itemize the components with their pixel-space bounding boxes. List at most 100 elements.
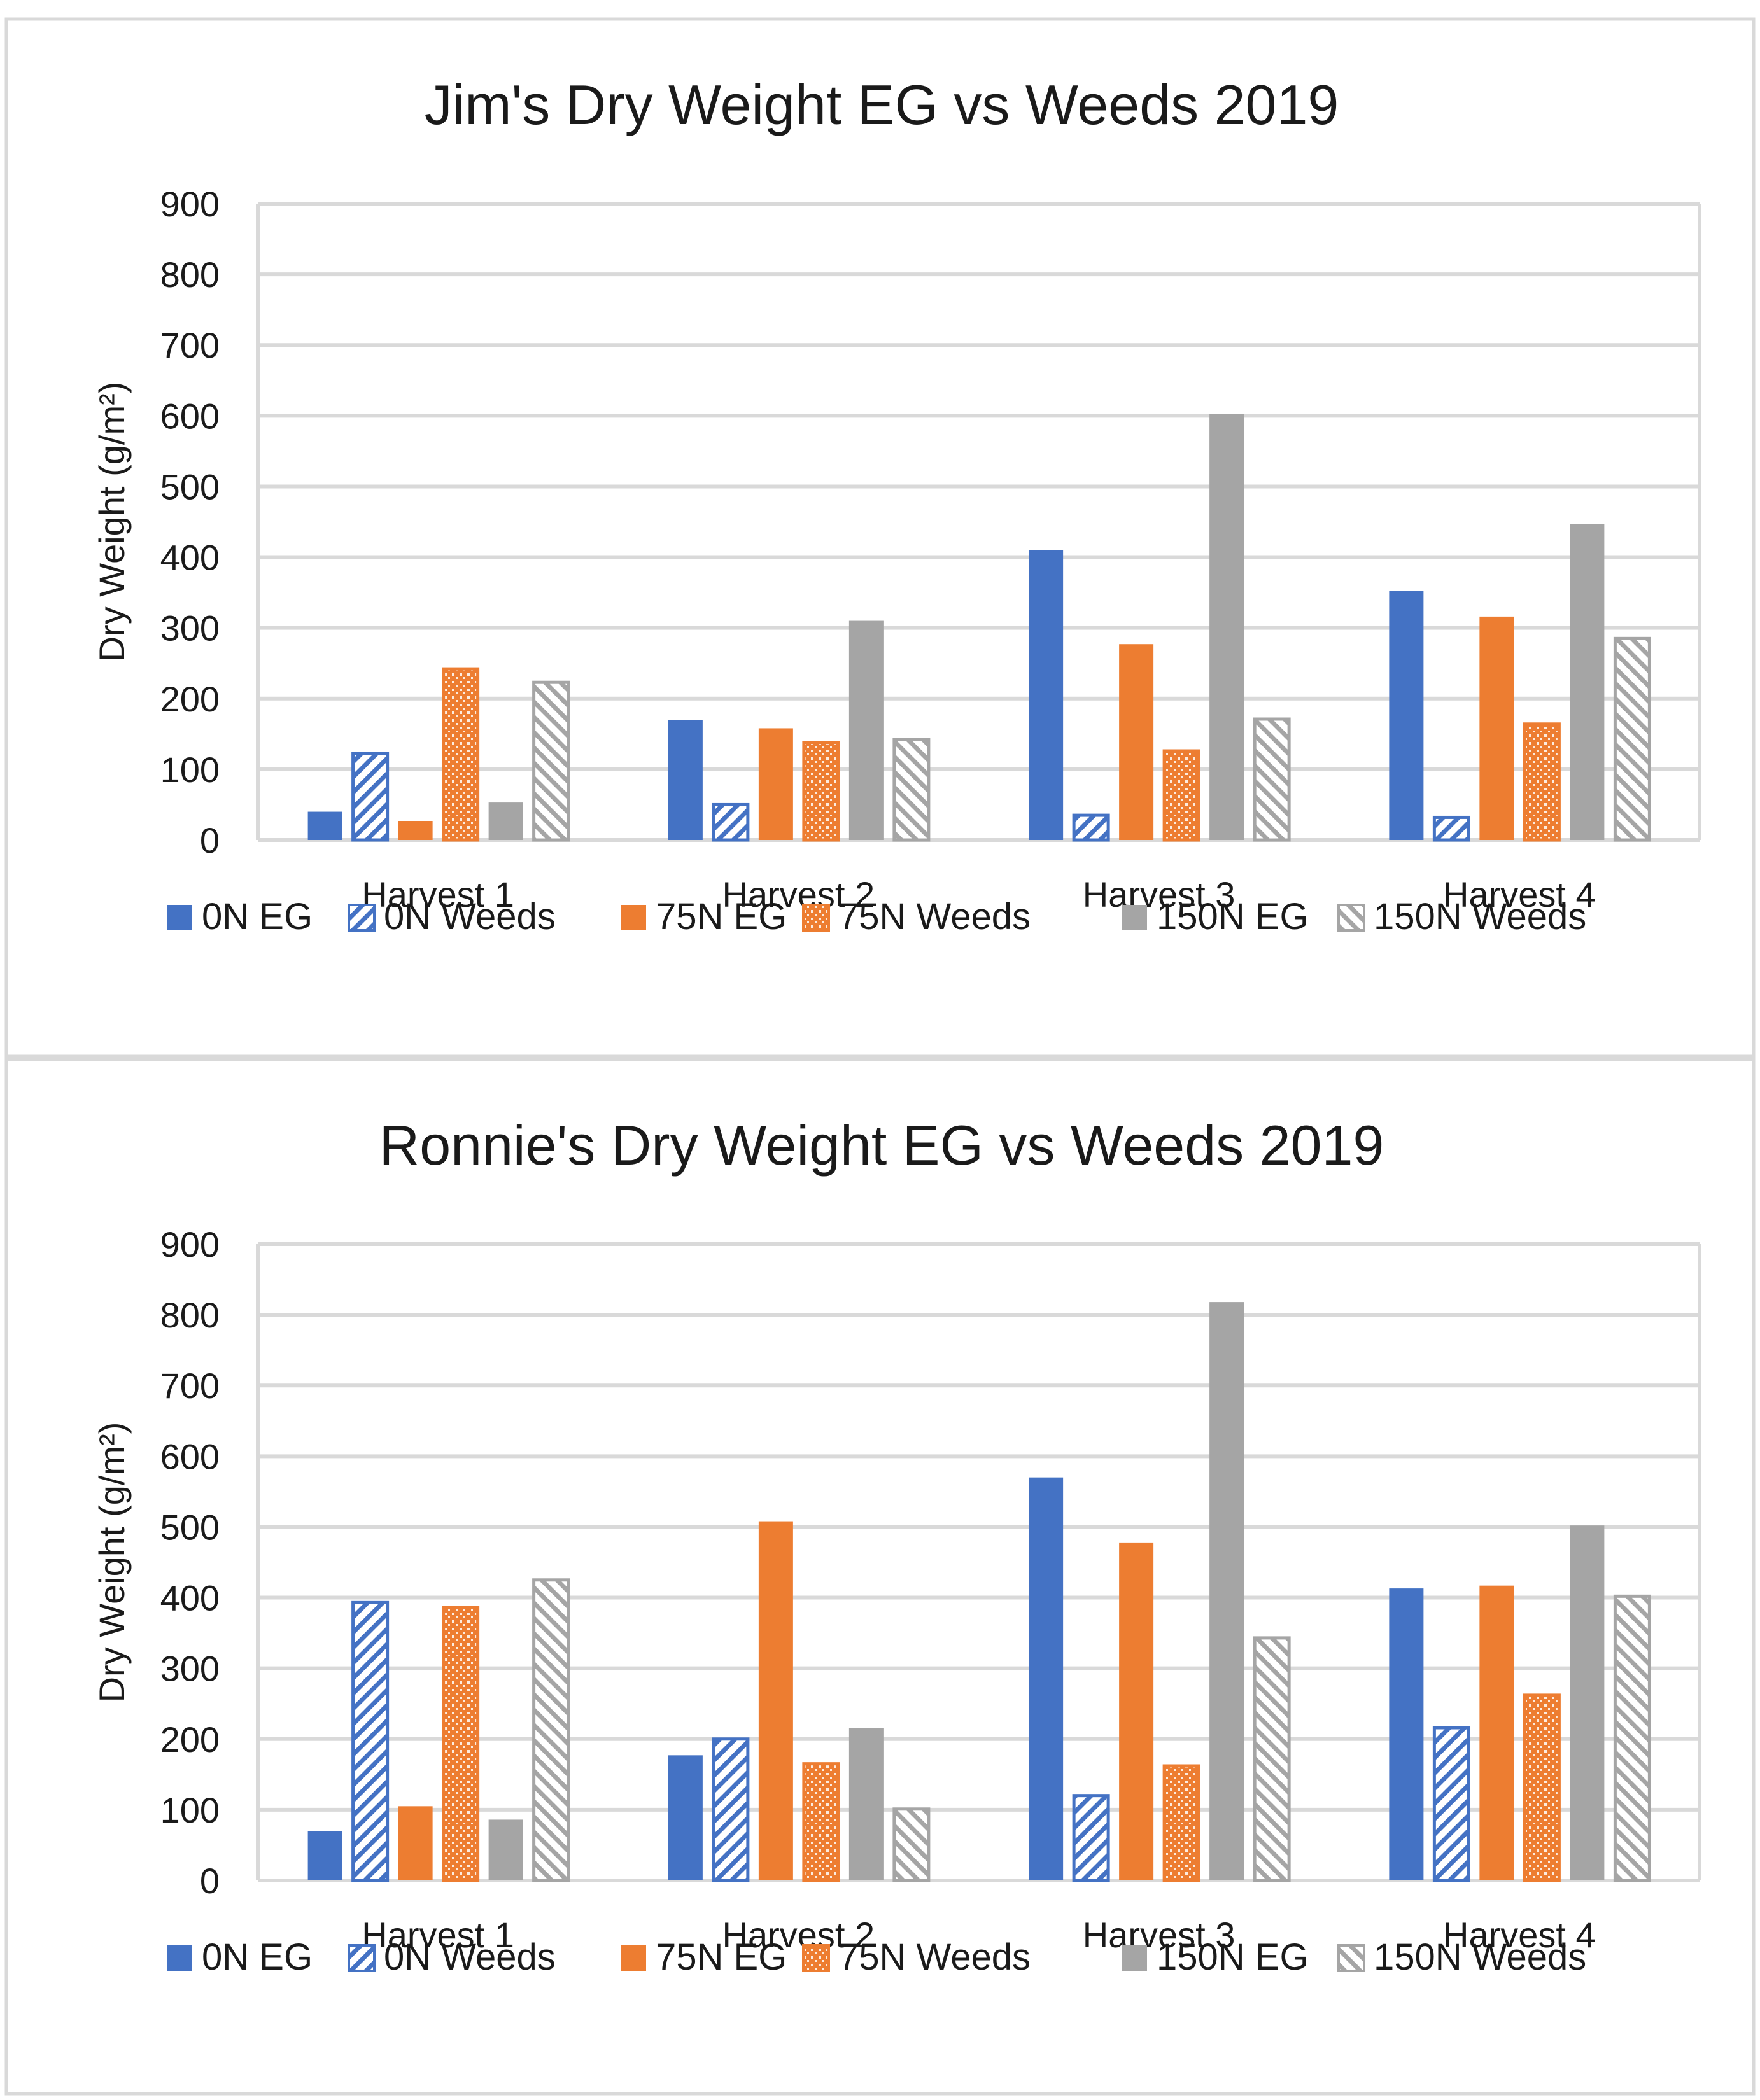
chart-frame bbox=[4, 17, 1756, 1058]
bar-75n-eg-harvest-1 bbox=[398, 821, 433, 840]
y-tick-label: 400 bbox=[160, 538, 220, 578]
x-tick-label: Harvest 3 bbox=[1083, 874, 1236, 914]
bar-75n-weeds-harvest-3 bbox=[1162, 1764, 1200, 1882]
legend-swatch bbox=[621, 905, 646, 930]
bar-150n-weeds-harvest-2 bbox=[892, 1807, 931, 1882]
bar-0n-eg-harvest-1 bbox=[307, 811, 342, 840]
bar-150n-eg-harvest-2 bbox=[848, 1728, 884, 1880]
legend-swatch bbox=[802, 904, 830, 932]
legend-label: 0N Weeds bbox=[384, 896, 556, 937]
bar-75n-eg-harvest-2 bbox=[758, 728, 793, 840]
y-tick-label: 400 bbox=[160, 1578, 220, 1618]
bar-75n-weeds-harvest-2 bbox=[802, 741, 840, 842]
bar-0n-eg-harvest-2 bbox=[668, 1755, 703, 1880]
bar-0n-eg-harvest-4 bbox=[1389, 1588, 1424, 1880]
bar-0n-eg-harvest-3 bbox=[1029, 1477, 1064, 1880]
bar-0n-weeds-harvest-1 bbox=[351, 752, 390, 842]
bar-0n-weeds-harvest-1 bbox=[351, 1600, 390, 1882]
legend-swatch bbox=[167, 1945, 192, 1971]
bar-150n-weeds-harvest-4 bbox=[1613, 636, 1651, 842]
y-tick-label: 700 bbox=[160, 325, 220, 365]
bar-0n-eg-harvest-4 bbox=[1389, 591, 1424, 840]
bar-75n-weeds-harvest-1 bbox=[442, 667, 480, 842]
x-tick-label: Harvest 2 bbox=[722, 1915, 875, 1955]
bar-150n-eg-harvest-2 bbox=[848, 620, 884, 840]
y-tick-label: 200 bbox=[160, 679, 220, 719]
legend-label: 75N EG bbox=[656, 896, 787, 937]
x-tick-label: Harvest 3 bbox=[1083, 1915, 1236, 1955]
legend-swatch bbox=[167, 905, 192, 930]
legend-swatch bbox=[1122, 905, 1147, 930]
legend-label: 0N Weeds bbox=[384, 1936, 556, 1978]
x-tick-label: Harvest 4 bbox=[1443, 874, 1596, 914]
bar-75n-weeds-harvest-2 bbox=[802, 1762, 840, 1882]
legend-label: 150N EG bbox=[1157, 1936, 1309, 1978]
chart-ronnie: Ronnie's Dry Weight EG vs Weeds 2019 0 100… bbox=[4, 1058, 1756, 2096]
x-tick-label: Harvest 4 bbox=[1443, 1915, 1596, 1955]
y-tick-label: 300 bbox=[160, 1649, 220, 1689]
bar-0n-eg-harvest-2 bbox=[668, 720, 703, 840]
y-tick-label: 200 bbox=[160, 1719, 220, 1760]
bar-0n-eg-harvest-3 bbox=[1029, 550, 1064, 840]
y-tick-label: 600 bbox=[160, 396, 220, 436]
bar-150n-eg-harvest-4 bbox=[1570, 524, 1605, 840]
y-tick-label: 600 bbox=[160, 1436, 220, 1476]
bar-150n-weeds-harvest-3 bbox=[1253, 1636, 1291, 1882]
legend-label: 150N Weeds bbox=[1374, 896, 1586, 937]
legend-label: 0N EG bbox=[202, 896, 313, 937]
legend-label: 75N Weeds bbox=[838, 1936, 1031, 1978]
y-tick-label: 800 bbox=[160, 255, 220, 295]
bar-0n-weeds-harvest-4 bbox=[1432, 815, 1470, 842]
y-tick-label: 0 bbox=[200, 820, 220, 860]
bar-0n-weeds-harvest-2 bbox=[712, 1737, 750, 1882]
legend-label: 75N EG bbox=[656, 1936, 787, 1978]
y-axis-label: Dry Weight (g/m²) bbox=[92, 382, 132, 662]
legend-swatch bbox=[1122, 1945, 1147, 1971]
legend-swatch bbox=[621, 1945, 646, 1971]
bar-150n-eg-harvest-3 bbox=[1209, 1302, 1244, 1880]
chart-title: Ronnie's Dry Weight EG vs Weeds 2019 bbox=[379, 1114, 1384, 1177]
y-tick-label: 0 bbox=[200, 1861, 220, 1901]
bar-150n-weeds-harvest-4 bbox=[1613, 1594, 1651, 1882]
x-tick-label: Harvest 1 bbox=[362, 874, 514, 914]
y-tick-label: 900 bbox=[160, 1224, 220, 1264]
bar-150n-weeds-harvest-1 bbox=[532, 1578, 570, 1882]
legend-label: 150N Weeds bbox=[1374, 1936, 1586, 1978]
bar-75n-eg-harvest-3 bbox=[1119, 1542, 1154, 1880]
y-tick-label: 100 bbox=[160, 1790, 220, 1830]
bar-75n-eg-harvest-4 bbox=[1479, 1585, 1514, 1880]
y-tick-label: 900 bbox=[160, 184, 220, 224]
bar-0n-weeds-harvest-4 bbox=[1432, 1726, 1470, 1882]
y-axis-label: Dry Weight (g/m²) bbox=[92, 1422, 132, 1703]
legend-label: 0N EG bbox=[202, 1936, 313, 1978]
bar-0n-weeds-harvest-2 bbox=[712, 802, 750, 842]
y-tick-label: 500 bbox=[160, 466, 220, 507]
bar-75n-eg-harvest-4 bbox=[1479, 616, 1514, 840]
y-tick-label: 100 bbox=[160, 750, 220, 790]
chart-frame bbox=[4, 1058, 1756, 2096]
legend-label: 150N EG bbox=[1157, 896, 1309, 937]
legend-label: 75N Weeds bbox=[838, 896, 1031, 937]
legend-swatch bbox=[1337, 904, 1365, 932]
bar-150n-eg-harvest-4 bbox=[1570, 1525, 1605, 1880]
y-tick-label: 500 bbox=[160, 1507, 220, 1547]
legend-swatch bbox=[1337, 1944, 1365, 1972]
chart-jim: Jim's Dry Weight EG vs Weeds 2019 0 100 200… bbox=[4, 17, 1756, 1058]
bar-0n-weeds-harvest-3 bbox=[1072, 1794, 1110, 1882]
bar-75n-weeds-harvest-3 bbox=[1162, 749, 1200, 842]
bar-150n-weeds-harvest-2 bbox=[892, 738, 931, 842]
bar-75n-eg-harvest-2 bbox=[758, 1521, 793, 1880]
bar-150n-eg-harvest-1 bbox=[488, 1819, 523, 1880]
bar-0n-eg-harvest-1 bbox=[307, 1831, 342, 1880]
bar-150n-eg-harvest-3 bbox=[1209, 414, 1244, 840]
legend-swatch bbox=[348, 1944, 376, 1972]
bar-75n-eg-harvest-1 bbox=[398, 1806, 433, 1880]
y-tick-label: 300 bbox=[160, 608, 220, 648]
bar-150n-eg-harvest-1 bbox=[488, 802, 523, 840]
bar-75n-weeds-harvest-4 bbox=[1523, 722, 1561, 842]
bar-75n-eg-harvest-3 bbox=[1119, 644, 1154, 840]
bar-150n-weeds-harvest-1 bbox=[532, 680, 570, 842]
chart-title: Jim's Dry Weight EG vs Weeds 2019 bbox=[425, 73, 1339, 136]
bar-75n-weeds-harvest-4 bbox=[1523, 1693, 1561, 1882]
